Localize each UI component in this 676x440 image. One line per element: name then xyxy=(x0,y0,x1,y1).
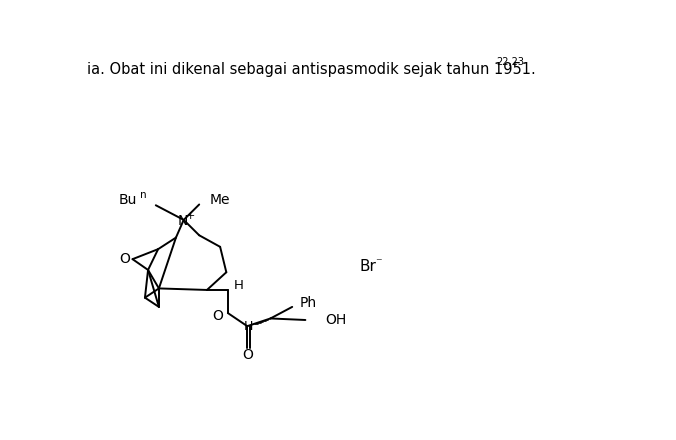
Text: Bu: Bu xyxy=(119,193,137,207)
Text: O: O xyxy=(243,348,254,363)
Text: Me: Me xyxy=(210,193,231,207)
Text: Ph: Ph xyxy=(300,296,317,310)
Text: Br: Br xyxy=(360,259,377,275)
Text: O: O xyxy=(212,309,223,323)
Text: OH: OH xyxy=(324,313,346,327)
Text: 22,23: 22,23 xyxy=(496,57,524,66)
Text: N: N xyxy=(178,214,188,227)
Text: +: + xyxy=(186,211,195,221)
Text: O: O xyxy=(120,252,130,266)
Text: n: n xyxy=(141,190,147,200)
Text: H: H xyxy=(244,320,254,334)
Text: ia. Obat ini dikenal sebagai antispasmodik sejak tahun 1951.: ia. Obat ini dikenal sebagai antispasmod… xyxy=(87,62,535,77)
Text: H: H xyxy=(234,279,244,292)
Text: ⁻: ⁻ xyxy=(375,256,382,269)
